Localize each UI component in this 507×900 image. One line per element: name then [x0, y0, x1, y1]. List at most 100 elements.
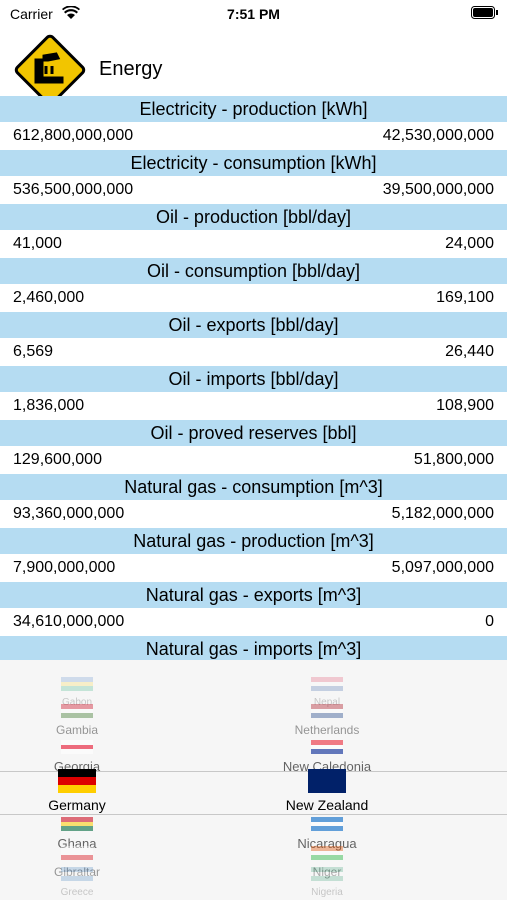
- flag-stripe: [311, 867, 343, 872]
- country-name[interactable]: Ghana: [57, 835, 97, 851]
- right-value: 39,500,000,000: [382, 181, 494, 198]
- flag: [311, 817, 343, 832]
- left-value: 34,610,000,000: [13, 613, 125, 630]
- flag-stripe: [311, 817, 343, 822]
- row-title: Electricity - production [kWh]: [0, 96, 507, 122]
- country-picker[interactable]: GabonGambiaGeorgiaGermanyGhanaGibraltarG…: [0, 660, 507, 900]
- row-title: Oil - proved reserves [bbl]: [0, 420, 507, 446]
- flag-stripe: [61, 821, 93, 827]
- flag: [61, 704, 93, 719]
- row-title: Oil - production [bbl/day]: [0, 204, 507, 230]
- flag-stripe: [58, 785, 96, 793]
- flag-stripe: [311, 749, 343, 755]
- flag-stripe: [58, 769, 96, 777]
- row-title: Natural gas - production [m^3]: [0, 528, 507, 554]
- flag-stripe: [61, 850, 93, 856]
- flag-stripe: [311, 744, 343, 750]
- flag-stripe: [61, 817, 93, 822]
- flag: [61, 677, 93, 692]
- country-name[interactable]: New Zealand: [285, 797, 369, 813]
- country-name[interactable]: Gambia: [55, 723, 99, 737]
- picker-divider: [0, 814, 507, 815]
- flag-stripe: [311, 855, 343, 861]
- country-name[interactable]: Netherlands: [294, 723, 360, 737]
- flag: [61, 740, 93, 755]
- battery-icon: [471, 6, 498, 19]
- row-title: Natural gas - exports [m^3]: [0, 582, 507, 608]
- section-title: Energy: [99, 58, 163, 80]
- left-value: 1,836,000: [13, 397, 85, 414]
- flag-stripe: [311, 681, 343, 687]
- row-title: Natural gas - consumption [m^3]: [0, 474, 507, 500]
- flag: [311, 740, 343, 755]
- flag-stripe: [311, 713, 343, 719]
- carrier: Carrier: [10, 6, 53, 22]
- right-value: 169,100: [436, 289, 494, 306]
- country-name[interactable]: Germany: [48, 797, 106, 813]
- right-value: 42,530,000,000: [382, 127, 494, 144]
- picker-divider: [0, 771, 507, 772]
- flag-stripe: [61, 871, 93, 877]
- flag-stripe: [311, 708, 343, 714]
- flag-stripe: [308, 769, 346, 777]
- flag-stripe: [61, 708, 93, 714]
- country-name[interactable]: Nicaragua: [297, 835, 357, 851]
- flag: [61, 867, 93, 882]
- left-value: 612,800,000,000: [13, 127, 134, 144]
- flag-stripe: [61, 744, 93, 750]
- row-title: Electricity - consumption [kWh]: [0, 150, 507, 176]
- country-name[interactable]: Gibraltar: [0, 865, 177, 879]
- flag-stripe: [311, 846, 343, 851]
- flag-stripe: [61, 677, 93, 682]
- left-value: 41,000: [13, 235, 62, 252]
- flag-stripe: [61, 855, 93, 861]
- flag-stripe: [61, 867, 93, 872]
- right-value: 0: [485, 613, 494, 630]
- row-title: Oil - consumption [bbl/day]: [0, 258, 507, 284]
- country-name[interactable]: Gabon: [61, 697, 93, 708]
- flag-stripe: [61, 704, 93, 709]
- flag-stripe: [308, 785, 346, 793]
- country-name[interactable]: Niger: [227, 865, 427, 879]
- flag-stripe: [61, 713, 93, 719]
- flag-stripe: [311, 826, 343, 832]
- right-value: 26,440: [445, 343, 494, 360]
- flag: [311, 846, 343, 861]
- row-title: Oil - exports [bbl/day]: [0, 312, 507, 338]
- country-name[interactable]: New Caledonia: [282, 758, 372, 774]
- flag-stripe: [61, 749, 93, 755]
- flag: [311, 704, 343, 719]
- flag-stripe: [58, 777, 96, 785]
- flag: [61, 846, 93, 861]
- right-value: 51,800,000: [413, 451, 494, 468]
- country-name[interactable]: Greece: [60, 887, 94, 898]
- row-title: Oil - imports [bbl/day]: [0, 366, 507, 392]
- left-value: 536,500,000,000: [13, 181, 134, 198]
- left-value: 7,900,000,000: [13, 559, 116, 576]
- flag-stripe: [311, 871, 343, 877]
- right-value: 24,000: [445, 235, 494, 252]
- flag: [61, 817, 93, 832]
- country-name[interactable]: Nepal: [313, 697, 341, 708]
- flag-stripe: [311, 821, 343, 827]
- flag-stripe: [311, 740, 343, 745]
- flag: [58, 769, 96, 793]
- flag: [311, 867, 343, 882]
- flag-stripe: [61, 846, 93, 851]
- flag-stripe: [61, 876, 93, 882]
- wifi-icon: [62, 6, 80, 19]
- country-name[interactable]: Nigeria: [311, 887, 343, 898]
- row-title: Natural gas - imports [m^3]: [0, 636, 507, 662]
- flag-stripe: [311, 704, 343, 709]
- flag-stripe: [61, 686, 93, 692]
- left-value: 2,460,000: [13, 289, 85, 306]
- right-value: 5,097,000,000: [391, 559, 494, 576]
- flag-stripe: [311, 850, 343, 856]
- clock: 7:51 PM: [227, 6, 280, 22]
- flag-stripe: [61, 681, 93, 687]
- left-value: 6,569: [13, 343, 54, 360]
- flag-stripe: [311, 677, 343, 682]
- flag-stripe: [61, 826, 93, 832]
- energy-icon: [14, 34, 86, 106]
